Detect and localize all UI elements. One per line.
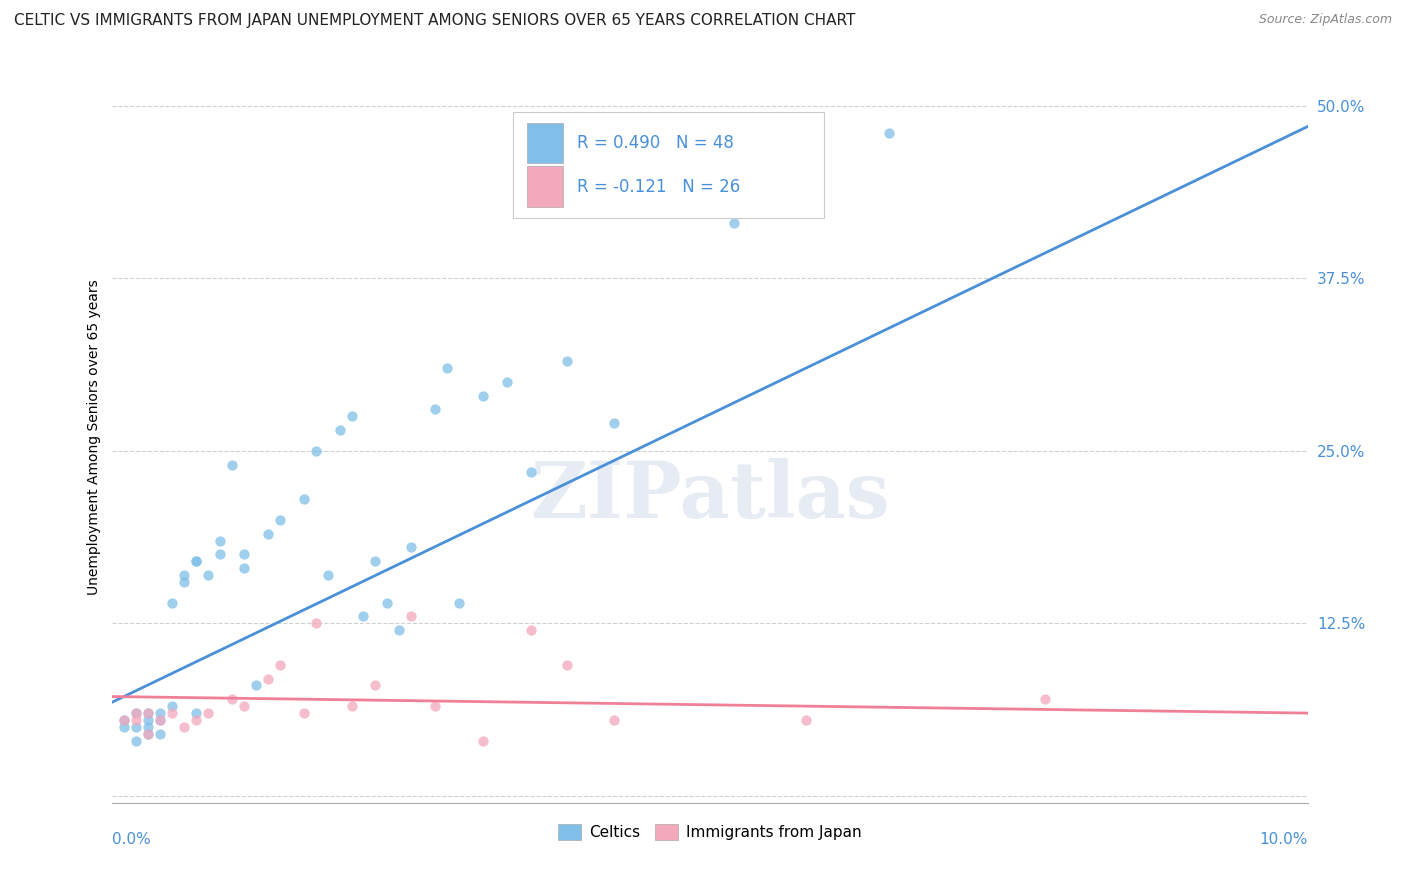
Point — [149, 706, 172, 720]
Point — [340, 699, 363, 714]
Point — [138, 720, 160, 734]
Point — [162, 706, 183, 720]
Point — [879, 127, 901, 141]
Point — [233, 699, 256, 714]
Point — [125, 706, 148, 720]
Point — [209, 548, 232, 562]
Point — [364, 678, 387, 692]
Point — [520, 624, 543, 638]
Point — [723, 216, 745, 230]
Bar — [527, 122, 562, 163]
Point — [149, 727, 172, 741]
Point — [472, 389, 495, 403]
Point — [316, 568, 339, 582]
Point — [603, 713, 626, 727]
Point — [388, 624, 411, 638]
Point — [173, 720, 195, 734]
Point — [125, 733, 148, 747]
Point — [425, 699, 447, 714]
Point — [340, 409, 363, 424]
Point — [377, 596, 399, 610]
Point — [186, 706, 208, 720]
Point — [221, 692, 243, 706]
Point — [173, 568, 195, 582]
Point — [305, 443, 328, 458]
Point — [125, 706, 148, 720]
Point — [364, 554, 387, 568]
Point — [555, 354, 578, 368]
Point — [257, 672, 280, 686]
Point — [292, 492, 315, 507]
Point — [257, 526, 280, 541]
Legend: Celtics, Immigrants from Japan: Celtics, Immigrants from Japan — [553, 818, 868, 847]
Y-axis label: Unemployment Among Seniors over 65 years: Unemployment Among Seniors over 65 years — [87, 279, 101, 595]
Point — [186, 554, 208, 568]
Point — [114, 713, 135, 727]
Point — [125, 713, 148, 727]
Point — [555, 657, 578, 672]
Point — [138, 727, 160, 741]
Text: CELTIC VS IMMIGRANTS FROM JAPAN UNEMPLOYMENT AMONG SENIORS OVER 65 YEARS CORRELA: CELTIC VS IMMIGRANTS FROM JAPAN UNEMPLOY… — [14, 13, 855, 29]
Point — [149, 713, 172, 727]
Text: Source: ZipAtlas.com: Source: ZipAtlas.com — [1258, 13, 1392, 27]
Text: 10.0%: 10.0% — [1260, 832, 1308, 847]
Point — [269, 657, 291, 672]
Point — [603, 417, 626, 431]
Point — [197, 706, 219, 720]
Point — [114, 720, 135, 734]
Text: R = -0.121   N = 26: R = -0.121 N = 26 — [578, 178, 741, 195]
Point — [472, 733, 495, 747]
Point — [197, 568, 219, 582]
Point — [162, 596, 183, 610]
Point — [186, 713, 208, 727]
Point — [138, 727, 160, 741]
Point — [425, 402, 447, 417]
Point — [401, 541, 423, 555]
Bar — [527, 167, 562, 207]
Text: R = 0.490   N = 48: R = 0.490 N = 48 — [578, 134, 734, 152]
Point — [233, 548, 256, 562]
Point — [496, 375, 519, 389]
Point — [353, 609, 375, 624]
Point — [292, 706, 315, 720]
Point — [233, 561, 256, 575]
Point — [1033, 692, 1056, 706]
Text: 0.0%: 0.0% — [112, 832, 152, 847]
Point — [138, 706, 160, 720]
Point — [173, 574, 195, 589]
Point — [138, 706, 160, 720]
Point — [449, 596, 471, 610]
Point — [269, 513, 291, 527]
Point — [149, 713, 172, 727]
FancyBboxPatch shape — [513, 112, 824, 218]
Point — [305, 616, 328, 631]
Point — [162, 699, 183, 714]
Point — [221, 458, 243, 472]
Point — [245, 678, 267, 692]
Point — [209, 533, 232, 548]
Point — [125, 720, 148, 734]
Point — [520, 465, 543, 479]
Text: ZIPatlas: ZIPatlas — [530, 458, 890, 533]
Point — [329, 423, 352, 437]
Point — [401, 609, 423, 624]
Point — [138, 713, 160, 727]
Point — [186, 554, 208, 568]
Point — [794, 713, 817, 727]
Point — [436, 361, 458, 376]
Point — [114, 713, 135, 727]
